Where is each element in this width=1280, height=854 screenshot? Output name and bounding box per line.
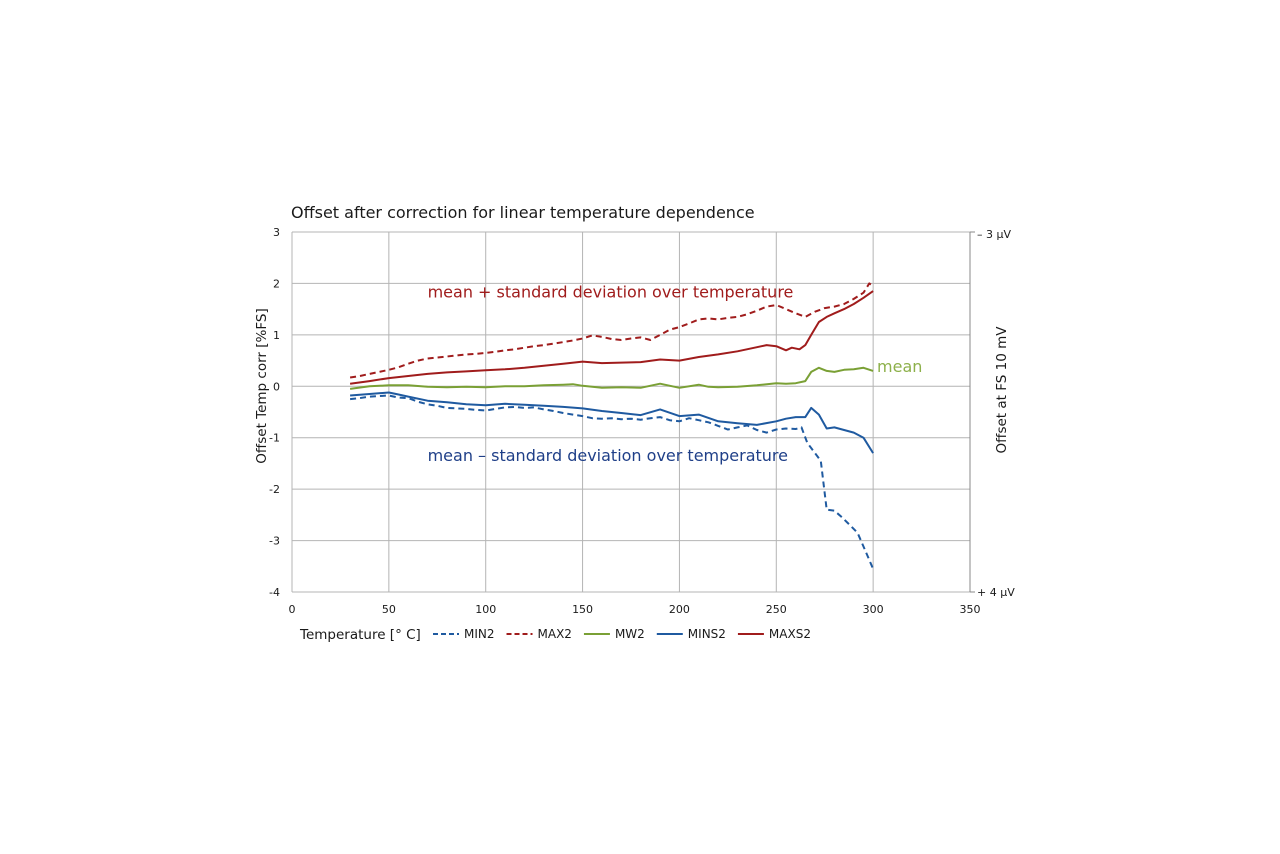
y-tick-label: 0 <box>273 380 280 393</box>
series-line-mins2 <box>350 391 874 454</box>
x-axis-title: Temperature [° C] <box>299 627 421 643</box>
legend-label-max2: MAX2 <box>538 627 572 641</box>
x-tick-label: 150 <box>572 603 593 616</box>
tick-labels: 3 2 1 0 -1 -2 -3 -4 0 50 100 150 200 250 300 350 <box>269 226 980 616</box>
series-lines <box>349 282 875 570</box>
y-tick-label: 2 <box>273 277 280 290</box>
x-tick-label: 0 <box>289 603 296 616</box>
y-tick-label: -2 <box>269 483 280 496</box>
annotation-label: mean + standard deviation over temperatu… <box>428 282 794 301</box>
y2-axis-title: Offset at FS 10 mV <box>994 326 1010 454</box>
y2-bottom-tick: + 4 µV <box>977 586 1015 599</box>
x-tick-label: 250 <box>766 603 787 616</box>
x-tick-label: 200 <box>669 603 690 616</box>
y-tick-label: 3 <box>273 226 280 239</box>
annotation-label: mean – standard deviation over temperatu… <box>428 446 788 465</box>
x-tick-label: 50 <box>382 603 396 616</box>
series-line-max2 <box>349 282 874 379</box>
legend-label-mins2: MINS2 <box>688 627 726 641</box>
series-line-maxs2 <box>349 290 874 385</box>
y2-top-tick: – 3 µV <box>977 228 1011 241</box>
y-tick-label: -3 <box>269 535 280 548</box>
legend-label-maxs2: MAXS2 <box>769 627 811 641</box>
chart-title: Offset after correction for linear tempe… <box>291 203 755 222</box>
legend: MIN2 MAX2 MW2 MINS2 MAXS2 <box>433 627 811 641</box>
grid <box>291 231 975 593</box>
x-tick-label: 100 <box>475 603 496 616</box>
annotations: mean + standard deviation over temperatu… <box>428 282 923 465</box>
x-tick-label: 350 <box>960 603 981 616</box>
x-tick-label: 300 <box>863 603 884 616</box>
annotation-label: mean <box>877 357 922 376</box>
legend-label-mw2: MW2 <box>615 627 645 641</box>
y-axis-title: Offset Temp corr [%FS] <box>254 308 270 463</box>
y-tick-label: 1 <box>273 329 280 342</box>
legend-label-min2: MIN2 <box>464 627 495 641</box>
series-line-min2 <box>349 394 875 570</box>
y-tick-label: -1 <box>269 432 280 445</box>
y-tick-label: -4 <box>269 586 280 599</box>
series-line-mw2 <box>349 366 874 390</box>
